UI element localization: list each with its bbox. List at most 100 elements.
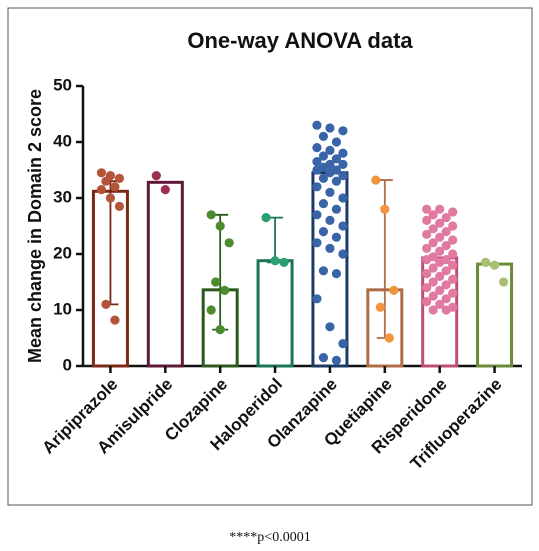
data-point <box>312 238 322 248</box>
data-point <box>422 229 432 239</box>
data-point <box>448 221 458 231</box>
data-point <box>428 305 438 315</box>
chart-title: One-way ANOVA data <box>187 28 413 53</box>
data-point <box>448 288 458 298</box>
data-point <box>435 299 445 309</box>
data-point <box>384 333 394 343</box>
data-point <box>331 204 342 214</box>
data-point <box>270 256 280 266</box>
y-tick-label: 20 <box>53 243 72 262</box>
data-point <box>428 238 438 248</box>
data-point <box>325 123 335 133</box>
data-point <box>428 263 438 273</box>
data-point <box>325 215 335 225</box>
data-point <box>331 232 342 242</box>
data-point <box>215 221 225 231</box>
data-point <box>428 277 438 287</box>
data-point <box>279 257 289 267</box>
y-tick-label: 30 <box>53 187 72 206</box>
data-point <box>389 285 399 295</box>
data-point <box>441 305 451 315</box>
data-point <box>96 168 107 178</box>
data-point <box>338 171 348 181</box>
data-point <box>422 283 432 293</box>
data-point <box>206 305 216 315</box>
data-point <box>422 204 432 214</box>
data-point <box>318 173 329 183</box>
data-point <box>110 182 120 192</box>
frame <box>7 7 533 506</box>
data-point <box>318 199 329 209</box>
data-point <box>435 232 445 242</box>
data-point <box>480 257 491 267</box>
data-point <box>498 277 509 287</box>
data-point <box>312 294 322 304</box>
data-point <box>338 159 348 169</box>
data-point <box>338 339 348 349</box>
data-point <box>224 238 234 248</box>
data-point <box>371 175 381 185</box>
data-point <box>441 280 451 290</box>
data-point <box>435 257 445 267</box>
data-point <box>338 148 348 158</box>
data-point <box>215 325 225 335</box>
data-point <box>441 294 451 304</box>
data-point <box>114 173 125 183</box>
y-tick-label: 50 <box>53 75 72 94</box>
data-point <box>312 157 322 167</box>
data-point <box>338 221 348 231</box>
data-point <box>422 215 432 225</box>
data-point <box>325 145 335 155</box>
data-point <box>318 266 329 276</box>
data-point <box>441 227 451 237</box>
data-point <box>331 137 342 147</box>
data-point <box>435 285 445 295</box>
data-point <box>422 243 432 253</box>
data-point <box>441 241 451 251</box>
data-point <box>422 269 432 279</box>
data-point <box>441 213 451 223</box>
y-axis-label: Mean change in Domain 2 score <box>25 89 45 363</box>
data-point <box>422 255 432 265</box>
data-point <box>220 285 230 295</box>
data-point <box>435 271 445 281</box>
bar <box>146 180 184 368</box>
data-point <box>110 315 120 325</box>
data-point <box>448 207 458 217</box>
data-point <box>312 182 322 192</box>
data-point <box>114 201 125 211</box>
data-point <box>318 151 329 161</box>
data-point <box>105 193 116 203</box>
y-tick-label: 0 <box>63 355 72 374</box>
data-point <box>318 131 329 141</box>
bar <box>311 171 349 368</box>
data-point <box>448 274 458 284</box>
annotation: ****p<0.0001 <box>229 530 310 545</box>
data-point <box>325 243 335 253</box>
data-point <box>312 143 322 153</box>
data-point <box>435 204 445 214</box>
data-point <box>331 355 342 365</box>
data-point <box>261 213 271 223</box>
data-point <box>331 269 342 279</box>
data-point <box>312 165 322 175</box>
data-point <box>206 210 216 220</box>
data-point <box>448 235 458 245</box>
data-point <box>428 224 438 234</box>
data-point <box>101 299 111 309</box>
data-point <box>435 246 445 256</box>
data-point <box>338 193 348 203</box>
data-point <box>338 126 348 136</box>
data-point <box>325 168 335 178</box>
data-point <box>101 176 111 186</box>
data-point <box>422 297 432 307</box>
data-point <box>375 302 385 312</box>
data-point <box>331 176 342 186</box>
data-point <box>489 260 500 270</box>
data-point <box>380 204 390 214</box>
y-tick-label: 10 <box>53 299 72 318</box>
data-point <box>211 277 221 287</box>
data-point <box>428 210 438 220</box>
data-point <box>441 266 451 276</box>
data-point <box>435 218 445 228</box>
